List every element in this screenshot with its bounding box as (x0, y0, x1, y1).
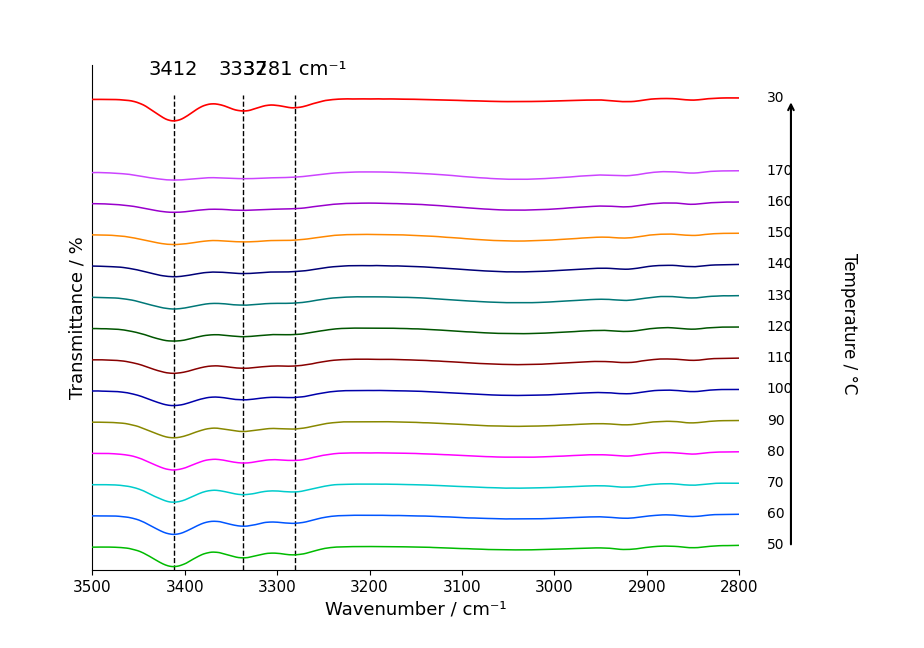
Text: 50: 50 (767, 538, 784, 552)
Text: 160: 160 (767, 195, 794, 209)
Text: 80: 80 (767, 445, 784, 459)
Text: 3281 cm⁻¹: 3281 cm⁻¹ (243, 60, 346, 78)
Text: 170: 170 (767, 164, 794, 178)
Text: 3412: 3412 (149, 60, 199, 78)
Text: 60: 60 (767, 507, 784, 521)
Text: 3337: 3337 (218, 60, 268, 78)
Text: 110: 110 (767, 351, 794, 365)
Text: 150: 150 (767, 226, 794, 240)
Text: 100: 100 (767, 382, 794, 397)
Text: 120: 120 (767, 320, 794, 334)
Text: 140: 140 (767, 257, 794, 272)
Text: 130: 130 (767, 288, 794, 303)
Text: 90: 90 (767, 413, 784, 428)
X-axis label: Wavenumber / cm⁻¹: Wavenumber / cm⁻¹ (325, 601, 506, 619)
Y-axis label: Transmittance / %: Transmittance / % (69, 236, 87, 399)
Text: 30: 30 (767, 91, 784, 105)
Text: 70: 70 (767, 476, 784, 491)
Text: Temperature / °C: Temperature / °C (840, 253, 858, 394)
